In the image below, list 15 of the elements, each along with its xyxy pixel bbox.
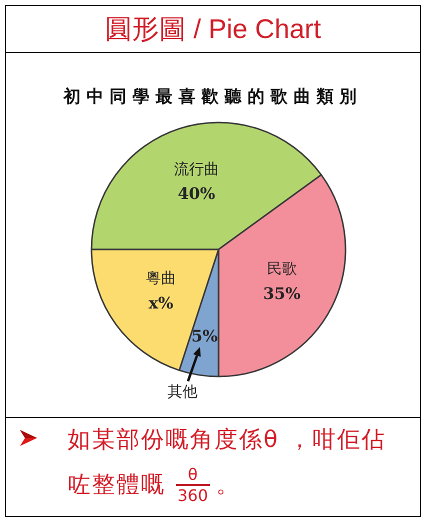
text: θ [188, 465, 198, 484]
slice-label: 其他 [168, 382, 198, 400]
text: 咗整體嘅 [68, 472, 166, 498]
data-label: x% [148, 293, 174, 312]
data-label: 5% [191, 326, 218, 346]
chart-subtitle: 初中同學最喜歡聽的歌曲類別 [62, 86, 364, 108]
slice-label: 流行曲 [174, 160, 220, 178]
text: 360 [176, 484, 210, 506]
data-label: 40% [178, 184, 216, 204]
data-label: 35% [263, 284, 301, 303]
slice-label: 民歌 [266, 260, 297, 278]
text: 。 [216, 472, 241, 498]
chart-title: 圓形圖 / Pie Chart [6, 6, 420, 52]
text: 如某部份嘅角度係θ ，咁佢佔 [68, 426, 386, 452]
slice-label: 粵曲 [146, 269, 176, 288]
